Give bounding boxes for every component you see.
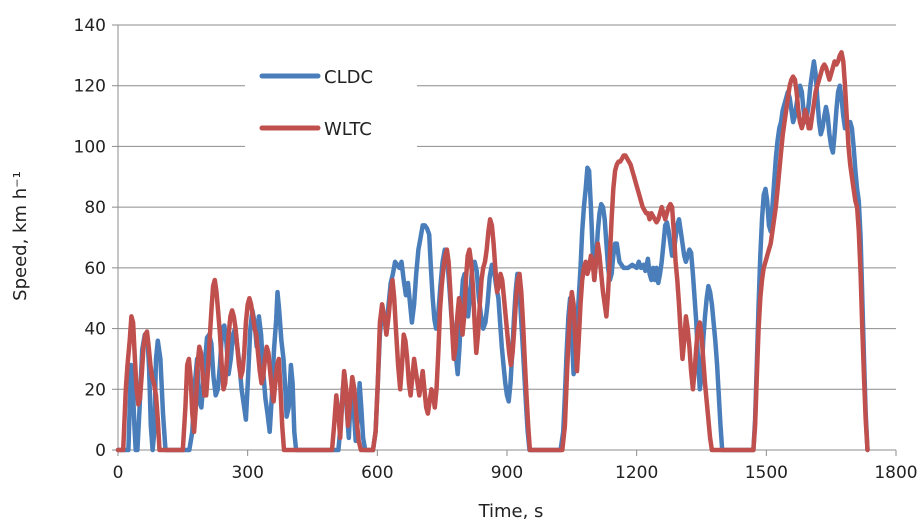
plot-area	[115, 50, 870, 453]
x-axis-ticks: 0 300 600 900 1200 1500 1800	[113, 450, 918, 483]
y-tick-label: 120	[74, 77, 106, 97]
x-tick-label: 600	[361, 463, 393, 483]
x-tick-label: 1200	[615, 463, 658, 483]
y-tick-label: 0	[95, 441, 106, 461]
legend-background	[245, 52, 417, 152]
x-tick-label: 900	[491, 463, 523, 483]
y-axis-ticks: 0 20 40 60 80 100 120 140	[74, 16, 118, 461]
y-tick-label: 140	[74, 16, 106, 36]
y-axis-title: Speed, km h⁻¹	[10, 171, 31, 301]
x-axis-title: Time, s	[478, 501, 544, 522]
y-tick-label: 20	[84, 380, 106, 400]
y-tick-label: 40	[84, 320, 106, 340]
y-tick-label: 80	[84, 198, 106, 218]
x-tick-label: 1800	[874, 463, 917, 483]
legend: CLDC WLTC	[245, 52, 417, 152]
x-tick-label: 0	[113, 463, 124, 483]
legend-label-cldc: CLDC	[324, 67, 373, 88]
y-tick-label: 100	[74, 137, 106, 157]
y-tick-label: 60	[84, 259, 106, 279]
x-tick-label: 1500	[745, 463, 788, 483]
series-line-wltc	[115, 50, 870, 453]
x-tick-label: 300	[231, 463, 263, 483]
legend-label-wltc: WLTC	[324, 119, 372, 140]
